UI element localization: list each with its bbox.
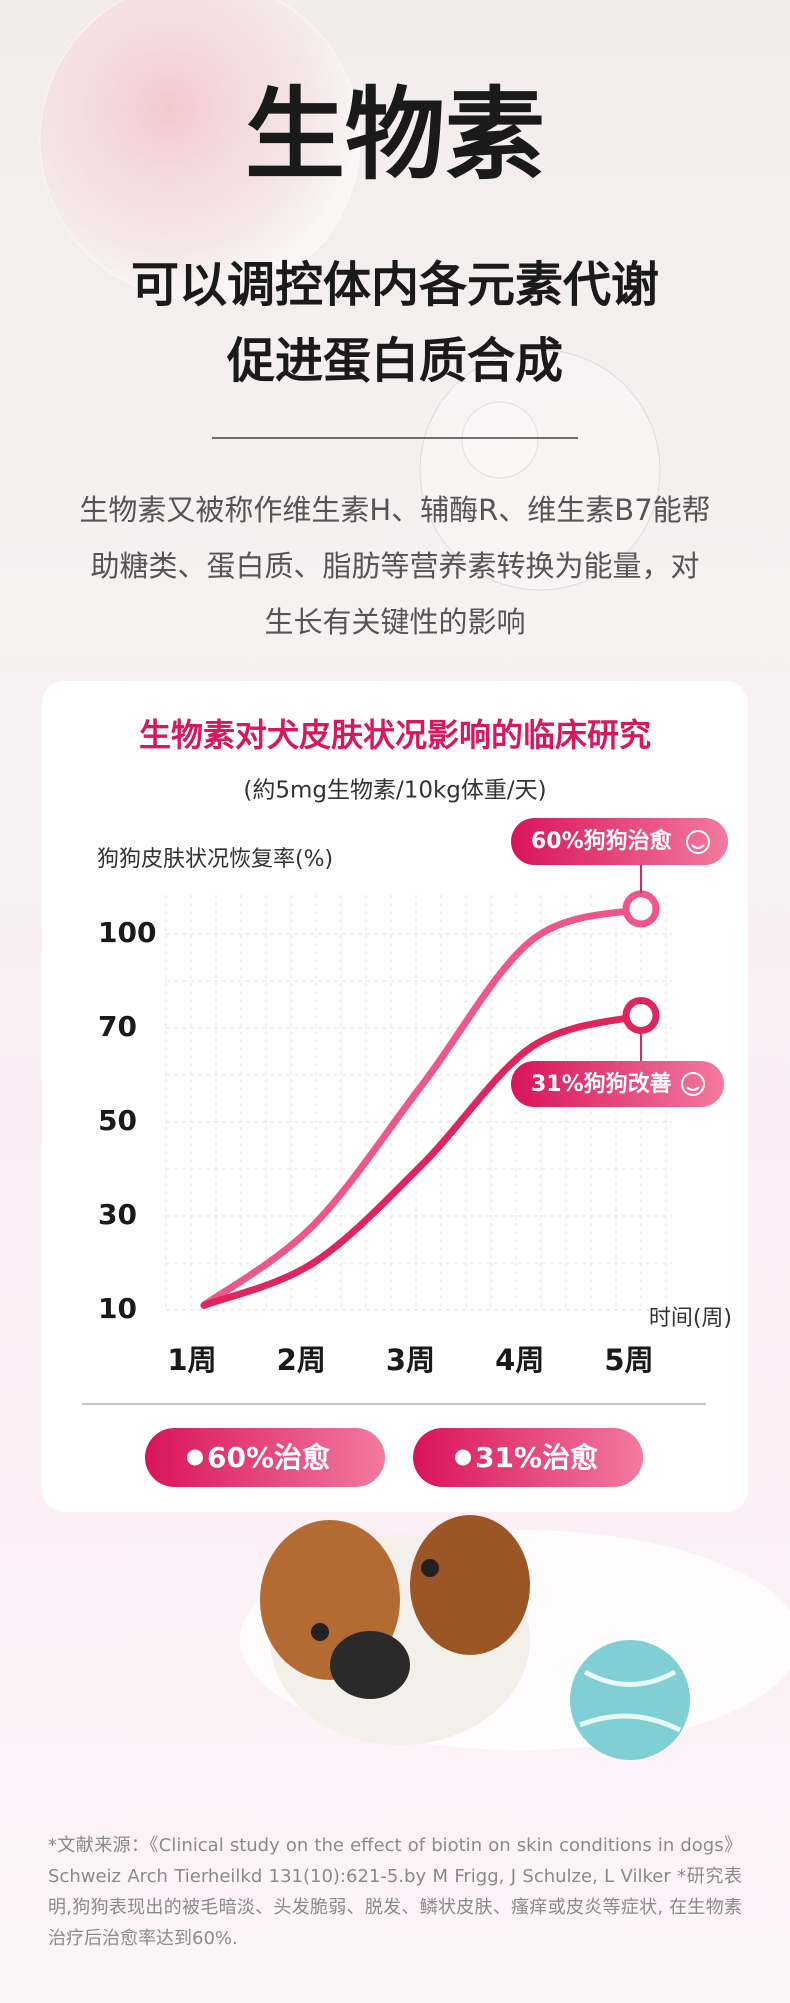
- line: [200, 1011, 645, 1309]
- legend-pill: [413, 1428, 643, 1487]
- chart-subtitle: (約5mg生物素/10kg体重/天): [243, 778, 546, 804]
- bubble: [461, 401, 539, 479]
- x-tick-label: 5周: [604, 1343, 653, 1377]
- smiley-icon: [686, 830, 710, 854]
- callout: [511, 1061, 724, 1107]
- x-tick-label: 4周: [495, 1343, 544, 1377]
- legend-pill: [145, 1428, 385, 1487]
- legend-bullet: [455, 1449, 471, 1466]
- legend-label: 31%治愈: [475, 1441, 598, 1474]
- bubble: [419, 349, 661, 591]
- bubble: [39, 0, 361, 301]
- title: 生物素: [245, 76, 545, 193]
- y-tick-label: 30: [98, 1198, 137, 1231]
- callout: [511, 818, 728, 865]
- y-tick-label: 50: [98, 1104, 137, 1137]
- end-marker: [622, 890, 660, 928]
- y-axis-label: 狗狗皮肤状况恢复率(%): [97, 847, 333, 872]
- subtitle: 促进蛋白质合成: [226, 333, 563, 389]
- y-tick-label: 70: [98, 1010, 137, 1043]
- y-tick-label: 100: [98, 916, 156, 949]
- smiley-icon: [681, 1072, 705, 1096]
- callout-text: 60%狗狗治愈: [531, 828, 673, 854]
- x-axis-label: 时间(周): [649, 1306, 732, 1331]
- dog-illustration: [240, 1515, 790, 1760]
- legend-label: 60%治愈: [207, 1441, 330, 1474]
- x-tick-label: 2周: [277, 1343, 326, 1377]
- x-tick-label: 1周: [167, 1343, 216, 1377]
- description: 生物素又被称作维生素H、辅酶R、维生素B7能帮: [79, 493, 710, 527]
- chart-title: 生物素对犬皮肤状况影响的临床研究: [139, 716, 651, 754]
- chart-card: [42, 681, 748, 1512]
- y-tick-label: 10: [98, 1292, 137, 1325]
- footnote: *文献来源：《Clinical study on the effect of b…: [48, 1835, 742, 1949]
- x-tick-label: 3周: [386, 1343, 435, 1377]
- callout-text: 31%狗狗改善: [531, 1071, 672, 1097]
- description: 生长有关键性的影响: [264, 605, 525, 639]
- line: [200, 905, 645, 1309]
- description: 助糖类、蛋白质、脂肪等营养素转换为能量，对: [90, 549, 699, 583]
- legend-bullet: [187, 1449, 203, 1466]
- subtitle: 可以调控体内各元素代谢: [131, 257, 659, 313]
- end-marker: [622, 996, 660, 1034]
